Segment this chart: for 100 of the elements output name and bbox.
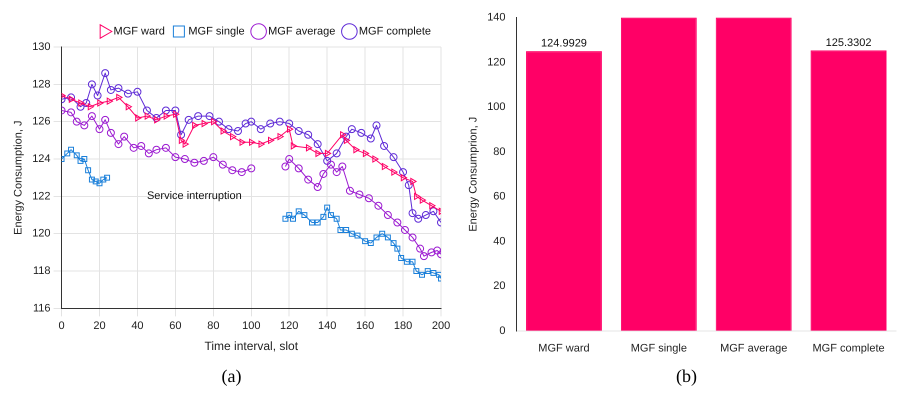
- point: [372, 121, 380, 130]
- point: [344, 136, 350, 144]
- point: [353, 146, 360, 154]
- point: [194, 112, 202, 120]
- point: [171, 106, 180, 114]
- point: [88, 103, 94, 110]
- point: [256, 125, 265, 134]
- point: [154, 116, 160, 124]
- point: [218, 160, 227, 169]
- point: [285, 155, 294, 164]
- point: [366, 134, 375, 142]
- point: [82, 99, 90, 108]
- x-tick-label: 180: [394, 320, 412, 332]
- point: [114, 84, 122, 92]
- y-tick-label: 100: [487, 101, 506, 114]
- bar: [526, 51, 602, 331]
- point: [420, 252, 428, 260]
- point: [286, 212, 292, 218]
- point: [382, 162, 388, 170]
- point: [68, 146, 74, 153]
- point: [430, 270, 436, 276]
- point: [276, 118, 284, 126]
- y-tick-label: 120: [487, 56, 506, 68]
- point: [390, 240, 397, 246]
- y-tick-label: 20: [493, 280, 506, 292]
- point: [380, 142, 388, 150]
- point: [332, 168, 341, 176]
- point: [106, 128, 115, 137]
- x-tick-label: 160: [356, 320, 374, 332]
- point: [337, 227, 344, 233]
- point: [126, 103, 132, 110]
- point: [124, 90, 132, 98]
- point: [234, 127, 242, 136]
- point: [394, 246, 400, 252]
- point: [290, 142, 298, 150]
- point: [304, 130, 312, 139]
- bar: [716, 18, 792, 331]
- point: [238, 168, 246, 176]
- point: [429, 202, 436, 210]
- point: [343, 227, 350, 233]
- y-tick-label: 80: [493, 146, 506, 158]
- point: [399, 168, 408, 176]
- text: (b): [675, 366, 698, 387]
- y-tick-label: 124: [32, 153, 51, 166]
- point: [97, 99, 104, 107]
- point: [362, 238, 368, 244]
- point: [408, 233, 417, 242]
- point: [178, 136, 186, 144]
- point: [162, 106, 170, 114]
- y-tick-label: 116: [33, 302, 51, 314]
- point: [228, 166, 236, 174]
- point: [101, 69, 110, 78]
- point: [135, 114, 142, 122]
- point: [364, 194, 373, 202]
- point: [332, 149, 341, 158]
- point: [410, 178, 417, 185]
- point: [414, 192, 420, 200]
- x-tick-label: 20: [93, 320, 106, 332]
- point: [342, 132, 350, 141]
- point: [144, 112, 151, 120]
- point: [96, 125, 104, 134]
- point: [114, 140, 122, 148]
- point: [398, 255, 404, 261]
- y-tick-label: 120: [32, 228, 51, 240]
- point: [436, 272, 441, 278]
- point: [429, 207, 438, 216]
- point: [96, 180, 102, 186]
- point: [78, 99, 85, 107]
- point: [92, 178, 99, 184]
- point: [416, 244, 424, 253]
- point: [314, 183, 322, 192]
- point: [152, 146, 160, 154]
- y-tick-label: 130: [32, 41, 51, 54]
- point: [74, 152, 80, 158]
- point: [230, 133, 236, 140]
- point: [78, 158, 84, 164]
- point: [180, 155, 189, 164]
- point: [393, 218, 402, 227]
- point: [338, 162, 346, 170]
- point: [106, 86, 115, 94]
- point: [346, 186, 354, 195]
- point: [282, 216, 288, 222]
- data-label: 125.3302: [826, 36, 872, 49]
- point: [420, 196, 426, 204]
- point: [80, 121, 88, 130]
- x-tick-label: MGF average: [720, 342, 788, 354]
- point: [357, 128, 366, 137]
- point: [144, 149, 153, 158]
- y-axis-title: Energy Consumption, J: [12, 120, 25, 235]
- point: [247, 118, 256, 126]
- point: [296, 208, 302, 214]
- point: [314, 140, 322, 148]
- point: [390, 153, 398, 162]
- point: [404, 181, 413, 190]
- y-axis-title: Energy Consumprion, J: [468, 116, 480, 232]
- y-tick-label: 122: [32, 190, 51, 202]
- point: [184, 116, 193, 124]
- point: [206, 112, 214, 120]
- point: [76, 102, 85, 111]
- point: [379, 230, 386, 237]
